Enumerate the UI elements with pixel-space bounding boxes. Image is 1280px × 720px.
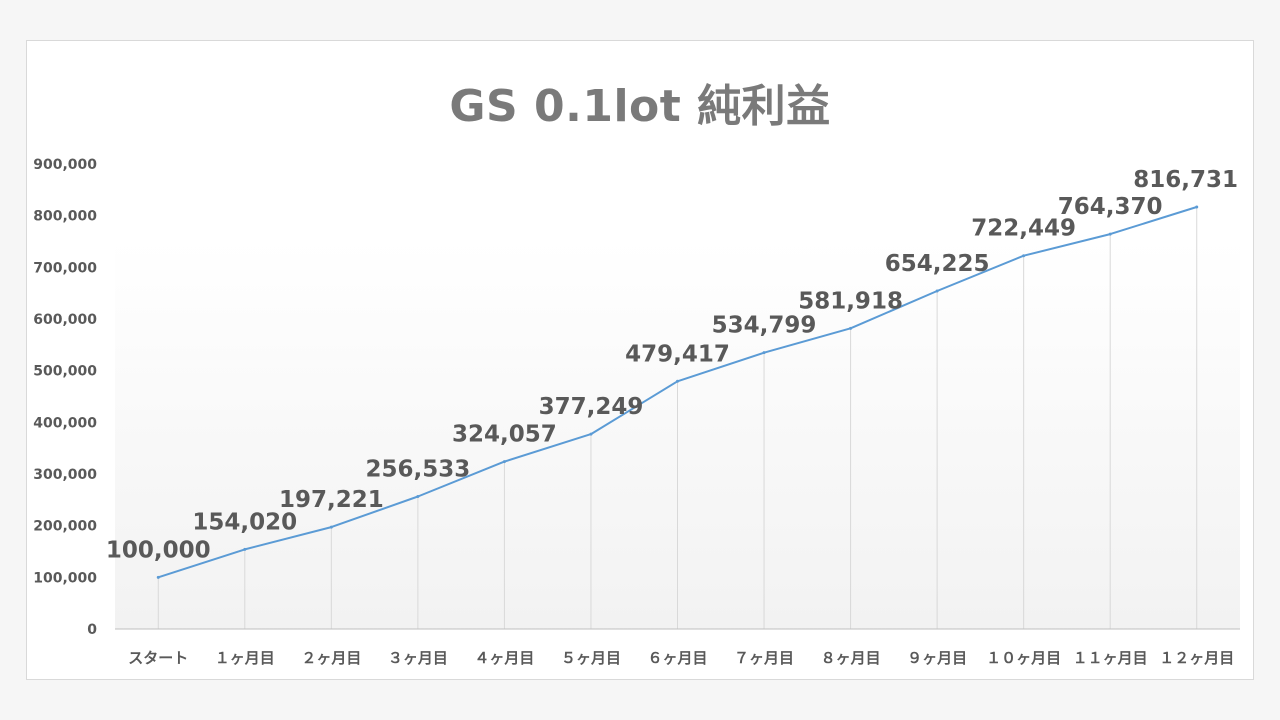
y-tick-label: 0	[87, 622, 97, 638]
x-tick-label: １ヶ月目	[215, 649, 275, 667]
data-label: 722,449	[971, 216, 1076, 242]
x-tick-label: ２ヶ月目	[301, 649, 361, 667]
y-tick-label: 500,000	[33, 364, 97, 380]
data-label: 479,417	[625, 341, 730, 367]
chart-title: GS 0.1lot 純利益	[449, 81, 831, 132]
data-point	[762, 351, 766, 355]
data-point	[935, 289, 939, 293]
y-tick-label: 900,000	[33, 157, 97, 173]
x-tick-label: ５ヶ月目	[561, 649, 621, 667]
data-point	[849, 326, 853, 330]
x-tick-label: ９ヶ月目	[907, 649, 967, 667]
data-point	[502, 460, 506, 464]
y-tick-label: 400,000	[33, 415, 97, 431]
data-point	[156, 575, 160, 579]
data-point	[416, 494, 420, 498]
x-tick-label: ７ヶ月目	[734, 649, 794, 667]
x-tick-label: ８ヶ月目	[821, 649, 881, 667]
y-tick-label: 300,000	[33, 467, 97, 483]
x-tick-label: １１ヶ月目	[1073, 649, 1148, 667]
data-label: 654,225	[885, 251, 990, 277]
x-tick-label: ６ヶ月目	[647, 649, 707, 667]
y-tick-label: 600,000	[33, 312, 97, 328]
y-tick-label: 700,000	[33, 260, 97, 276]
data-point	[243, 547, 247, 551]
data-label: 100,000	[106, 537, 211, 563]
data-label: 534,799	[712, 313, 817, 339]
data-point	[1195, 205, 1199, 209]
data-point	[676, 379, 679, 383]
data-label: 154,020	[192, 509, 297, 535]
data-label: 256,533	[366, 456, 471, 482]
data-point	[589, 432, 593, 436]
x-tick-label: スタート	[128, 649, 188, 667]
data-point	[1108, 232, 1112, 236]
data-label: 324,057	[452, 422, 557, 448]
x-tick-label: １０ヶ月目	[986, 649, 1061, 667]
data-label: 377,249	[539, 394, 644, 420]
x-tick-label: ４ヶ月目	[474, 649, 534, 667]
x-tick-label: １２ヶ月目	[1159, 649, 1234, 667]
y-tick-label: 200,000	[33, 519, 97, 535]
data-point	[329, 525, 333, 529]
y-tick-label: 800,000	[33, 209, 97, 225]
data-label: 816,731	[1133, 167, 1238, 193]
data-label: 197,221	[279, 487, 384, 513]
data-point	[1022, 254, 1026, 258]
data-label: 764,370	[1058, 194, 1163, 220]
y-tick-label: 100,000	[33, 570, 97, 586]
x-tick-label: ３ヶ月目	[388, 649, 448, 667]
data-label: 581,918	[798, 288, 903, 314]
